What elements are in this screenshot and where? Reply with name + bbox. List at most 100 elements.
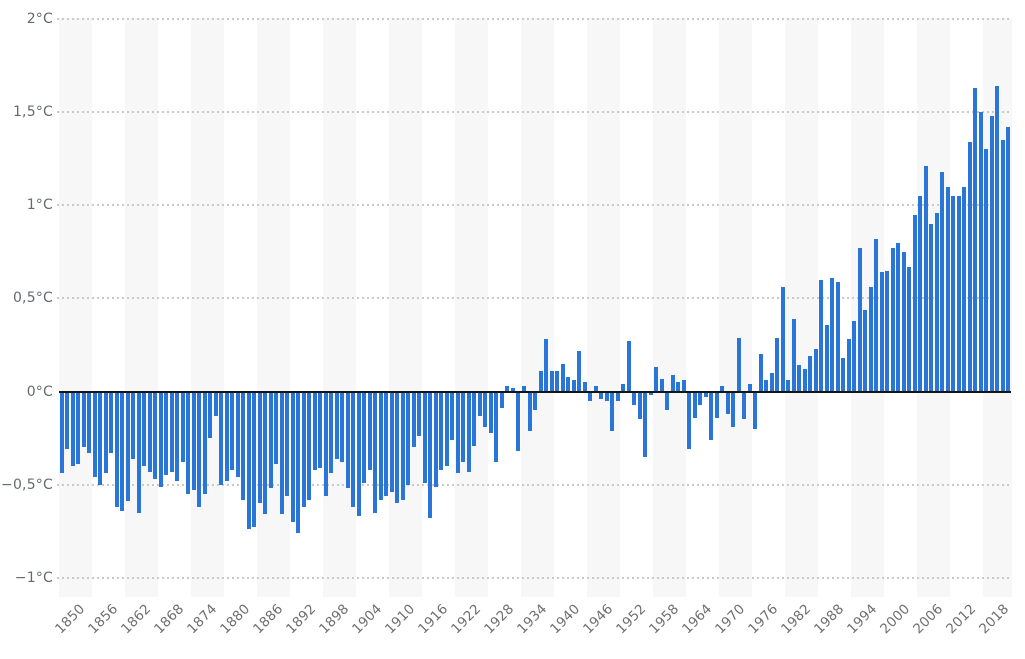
bar-1949[interactable] (604, 391, 609, 401)
bar-1985[interactable] (802, 369, 807, 392)
bar-1983[interactable] (791, 318, 796, 392)
bar-1850[interactable] (59, 391, 64, 474)
bar-1930[interactable] (499, 391, 504, 409)
bar-1933[interactable] (516, 391, 521, 452)
bar-1962[interactable] (676, 382, 681, 392)
bar-1954[interactable] (632, 391, 637, 405)
bar-1897[interactable] (318, 391, 323, 468)
bar-1947[interactable] (593, 385, 598, 392)
bar-1981[interactable] (780, 287, 785, 392)
bar-1870[interactable] (169, 391, 174, 472)
bar-1928[interactable] (488, 391, 493, 433)
bar-1911[interactable] (395, 391, 400, 504)
bar-1936[interactable] (533, 391, 537, 411)
bar-1997[interactable] (868, 287, 873, 392)
bar-1993[interactable] (846, 339, 851, 392)
bar-1925[interactable] (472, 391, 477, 446)
bar-1970[interactable] (720, 385, 725, 392)
bar-1923[interactable] (461, 391, 466, 463)
bar-1946[interactable] (588, 391, 593, 401)
bar-2011[interactable] (945, 186, 950, 392)
bar-1975[interactable] (747, 384, 752, 392)
bar-1878[interactable] (213, 391, 218, 416)
bar-1978[interactable] (764, 380, 769, 392)
bar-1864[interactable] (136, 391, 141, 513)
bar-2012[interactable] (951, 196, 956, 392)
bar-1971[interactable] (725, 391, 730, 414)
bar-1881[interactable] (230, 391, 235, 470)
bar-1856[interactable] (92, 391, 97, 478)
bar-1866[interactable] (147, 391, 152, 472)
bar-1941[interactable] (560, 363, 565, 392)
bar-1869[interactable] (164, 391, 169, 476)
bar-1972[interactable] (731, 391, 736, 427)
bar-1986[interactable] (808, 356, 813, 392)
bar-1959[interactable] (659, 378, 664, 392)
bar-1927[interactable] (483, 391, 488, 427)
bar-1858[interactable] (103, 391, 108, 474)
bar-2010[interactable] (940, 171, 945, 392)
bar-1945[interactable] (582, 382, 587, 392)
bar-1989[interactable] (824, 324, 829, 392)
bar-1942[interactable] (566, 376, 571, 392)
bar-1852[interactable] (70, 391, 75, 466)
bar-2020[interactable] (995, 86, 1000, 392)
bar-1917[interactable] (428, 391, 433, 519)
bar-1980[interactable] (775, 337, 780, 392)
bar-1994[interactable] (852, 320, 857, 392)
bar-1855[interactable] (87, 391, 92, 453)
bar-1908[interactable] (378, 391, 383, 500)
bar-1921[interactable] (450, 391, 455, 440)
bar-2001[interactable] (890, 248, 895, 392)
bar-1871[interactable] (175, 391, 180, 481)
bar-1854[interactable] (81, 391, 86, 448)
bar-1906[interactable] (367, 391, 372, 470)
bar-1890[interactable] (279, 391, 284, 515)
bar-1999[interactable] (879, 272, 884, 392)
bar-1872[interactable] (180, 391, 185, 463)
bar-1982[interactable] (786, 380, 791, 392)
bar-1961[interactable] (670, 374, 675, 392)
bar-1876[interactable] (202, 391, 207, 494)
bar-1974[interactable] (742, 391, 747, 420)
bar-2002[interactable] (896, 242, 901, 392)
bar-1951[interactable] (615, 391, 620, 401)
bar-1910[interactable] (389, 391, 394, 492)
bar-1990[interactable] (830, 277, 835, 392)
bar-1879[interactable] (219, 391, 224, 485)
bar-1932[interactable] (510, 387, 515, 392)
bar-1861[interactable] (120, 391, 125, 511)
bar-1892[interactable] (290, 391, 295, 522)
bar-1963[interactable] (681, 380, 686, 392)
bar-1939[interactable] (549, 371, 554, 392)
bar-2019[interactable] (989, 115, 994, 392)
bar-1916[interactable] (422, 391, 427, 483)
bar-2007[interactable] (923, 166, 928, 392)
bar-1863[interactable] (131, 391, 136, 459)
bar-1873[interactable] (186, 391, 191, 494)
bar-1898[interactable] (323, 391, 328, 496)
bar-1929[interactable] (494, 391, 499, 463)
bar-1987[interactable] (813, 348, 818, 392)
bar-1912[interactable] (400, 391, 405, 500)
bar-2004[interactable] (907, 266, 912, 392)
bar-1895[interactable] (307, 391, 312, 500)
bar-1857[interactable] (98, 391, 103, 485)
bar-1874[interactable] (191, 391, 196, 491)
bar-2008[interactable] (929, 223, 934, 392)
bar-1952[interactable] (621, 384, 626, 392)
bar-1888[interactable] (268, 391, 273, 489)
bar-1956[interactable] (643, 391, 648, 457)
bar-1887[interactable] (263, 391, 268, 515)
bar-2022[interactable] (1006, 127, 1011, 392)
bar-1860[interactable] (114, 391, 119, 507)
bar-1988[interactable] (819, 279, 824, 392)
bar-2005[interactable] (912, 214, 917, 392)
bar-1907[interactable] (373, 391, 378, 513)
bar-1904[interactable] (356, 391, 361, 517)
bar-1851[interactable] (65, 391, 70, 450)
bar-1865[interactable] (142, 391, 147, 466)
bar-1893[interactable] (296, 391, 301, 533)
bar-1937[interactable] (538, 371, 543, 392)
bar-1979[interactable] (769, 372, 774, 392)
